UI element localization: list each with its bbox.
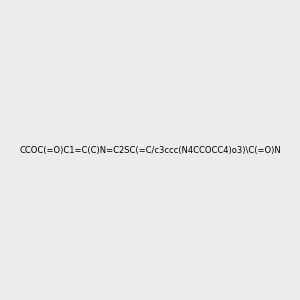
Text: CCOC(=O)C1=C(C)N=C2SC(=C/c3ccc(N4CCOCC4)o3)\C(=O)N: CCOC(=O)C1=C(C)N=C2SC(=C/c3ccc(N4CCOCC4)…	[19, 146, 281, 154]
